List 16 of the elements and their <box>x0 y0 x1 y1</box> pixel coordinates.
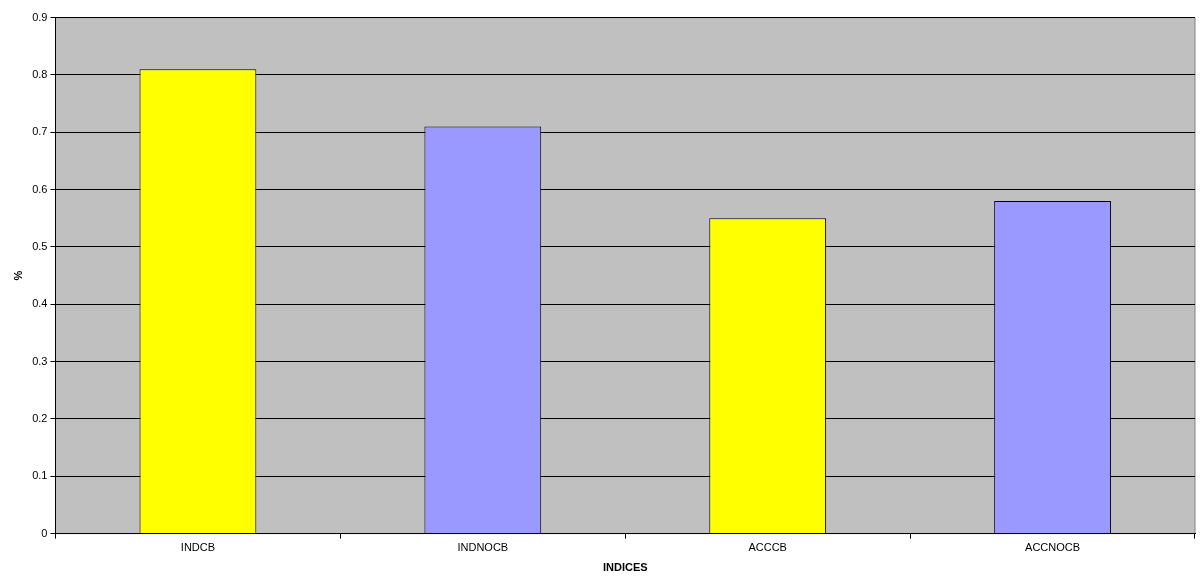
y-tick-label: 0.7 <box>32 125 48 138</box>
y-tick-label: 0.3 <box>32 354 48 367</box>
y-tick-label: 0.4 <box>32 297 48 310</box>
x-tick-label: INDNOCB <box>457 541 509 554</box>
y-tick-label: 0.6 <box>32 182 48 195</box>
y-tick-label: 0.9 <box>32 10 48 23</box>
y-axis-title: % <box>11 270 24 281</box>
y-tick-label: 0.1 <box>32 469 48 482</box>
y-tick-label: 0.8 <box>32 67 48 80</box>
y-tick-label: 0.5 <box>32 239 48 252</box>
x-tick-label: ACCCB <box>748 541 787 554</box>
y-tick-label: 0 <box>41 526 48 539</box>
x-tick-label: INDCB <box>180 541 216 554</box>
x-axis-title: INDICES <box>602 561 648 574</box>
y-tick-label: 0.2 <box>32 411 48 424</box>
x-tick-label: ACCNOCB <box>1025 541 1081 554</box>
